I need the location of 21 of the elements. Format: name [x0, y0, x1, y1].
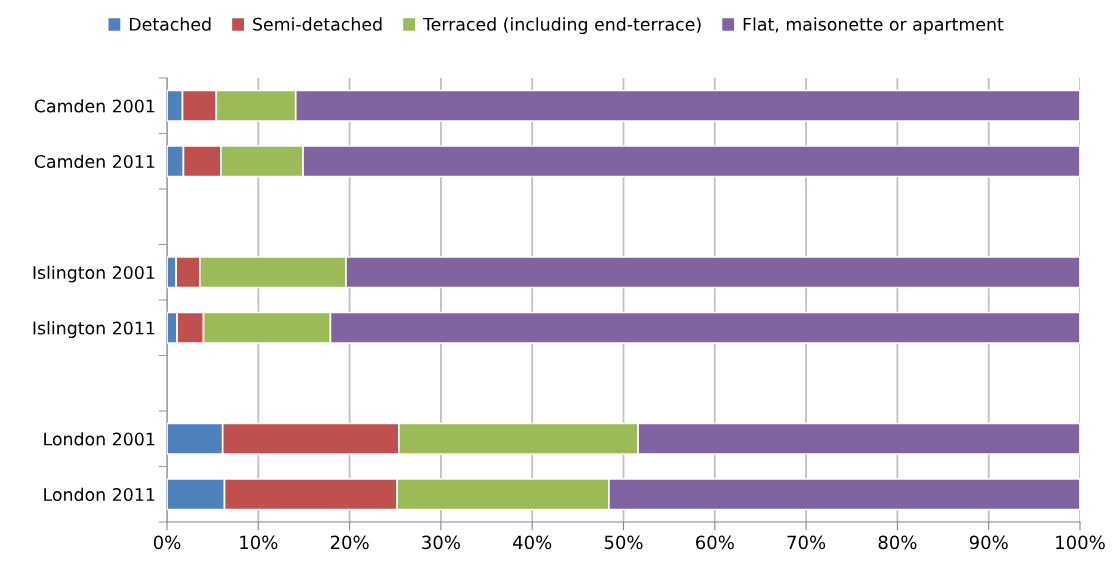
x-tick-label: 20%	[330, 535, 369, 550]
y-tick-label: Islington 2001	[33, 265, 155, 283]
y-tick-label: Camden 2011	[34, 154, 155, 169]
x-tick-label: 60%	[696, 535, 734, 550]
x-tick-label: 10%	[240, 535, 278, 550]
x-tick-label: 30%	[422, 535, 460, 550]
x-tick-label: 40%	[513, 535, 552, 550]
y-tick-label: London 2011	[44, 487, 155, 502]
x-tick-label: 0%	[153, 535, 181, 550]
x-tick-label: 80%	[878, 535, 917, 550]
x-tick-label: 90%	[969, 535, 1008, 550]
legend-label: Detached	[129, 17, 211, 31]
y-tick-label: Islington 2011	[33, 321, 155, 338]
legend-label: Flat, maisonette or apartment	[743, 17, 1004, 35]
x-tick-label: 50%	[604, 535, 643, 550]
y-tick-label: Camden 2001	[34, 99, 155, 113]
legend-label: Semi-detached	[253, 17, 382, 31]
x-tick-label: 100%	[1056, 535, 1105, 550]
x-tick-label: 70%	[787, 535, 826, 550]
legend-label: Terraced (including end-terrace)	[422, 17, 701, 35]
y-tick-label: London 2001	[44, 432, 155, 446]
